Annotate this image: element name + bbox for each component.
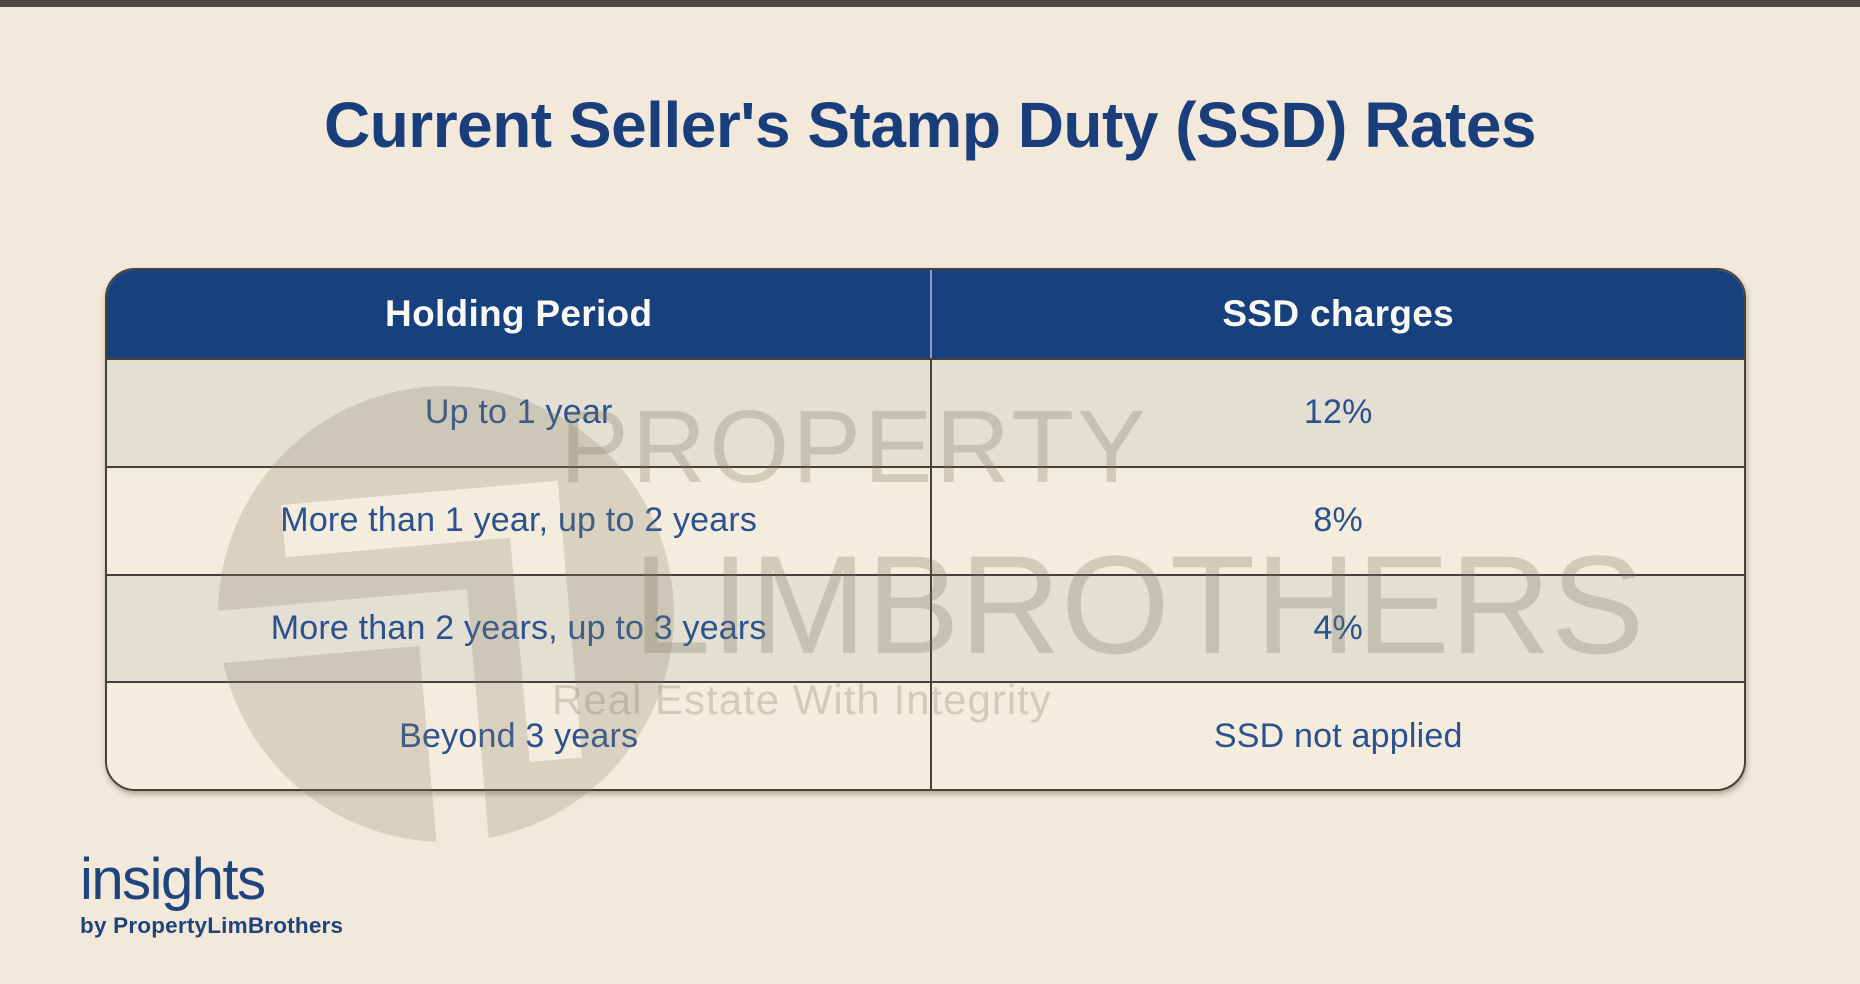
- brand-block: insights by PropertyLimBrothers: [80, 847, 344, 939]
- cell-ssd-charge: SSD not applied: [1213, 716, 1463, 755]
- table-row: More than 1 year, up to 2 years 8%: [107, 465, 1744, 574]
- table-header-holding-period: Holding Period: [107, 270, 933, 358]
- top-edge-bar: [0, 0, 1860, 7]
- table-row: Up to 1 year 12%: [107, 360, 1744, 466]
- cell-holding-period: More than 1 year, up to 2 years: [107, 467, 933, 574]
- cell-ssd-charge: 8%: [1313, 501, 1363, 540]
- ssd-rates-table: Holding Period SSD charges Up to 1 year …: [105, 268, 1746, 791]
- cell-ssd-charge: 12%: [1303, 393, 1373, 432]
- cell-holding-period: Beyond 3 years: [107, 683, 933, 789]
- table-header-ssd-charges: SSD charges: [1222, 293, 1454, 334]
- cell-holding-period: Up to 1 year: [107, 360, 933, 466]
- table-header-row: Holding Period SSD charges: [107, 270, 1744, 360]
- cell-holding-period: More than 2 years, up to 3 years: [107, 575, 933, 682]
- page-title: Current Seller's Stamp Duty (SSD) Rates: [323, 89, 1537, 161]
- cell-ssd-charge: 4%: [1313, 608, 1363, 647]
- insights-wordmark: insights: [80, 847, 266, 912]
- table-row: Beyond 3 years SSD not applied: [107, 681, 1744, 789]
- table-row: More than 2 years, up to 3 years 4%: [107, 573, 1744, 682]
- insights-byline: by PropertyLimBrothers: [80, 912, 344, 938]
